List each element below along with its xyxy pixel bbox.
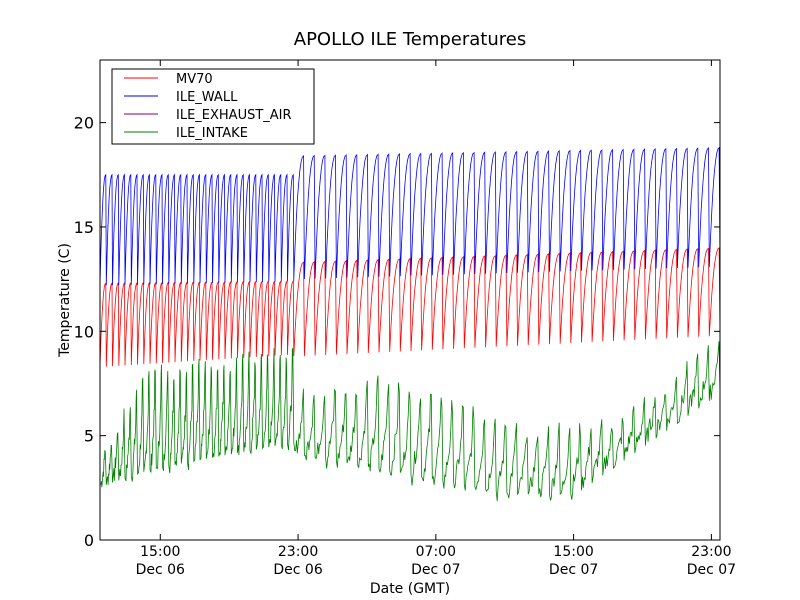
y-tick-label: 20	[74, 114, 94, 133]
plot-frame	[99, 59, 721, 541]
y-axis: 0 5 10 15 20	[74, 114, 720, 550]
y-axis-label: Temperature (C)	[57, 243, 73, 358]
series-line-ile-intake	[100, 341, 721, 502]
x-axis: 15:00 Dec 06 23:00 Dec 06 07:00 Dec 07 15:00 De…	[136, 60, 736, 578]
series-line-ile-wall	[99, 146, 721, 286]
x-tick-label-time: 23:00	[278, 544, 318, 560]
x-tick-label-date: Dec 07	[411, 562, 460, 578]
x-tick-label-time: 23:00	[691, 544, 731, 560]
x-tick-label-time: 15:00	[140, 544, 180, 560]
legend-label-3: ILE_INTAKE	[176, 126, 248, 141]
x-tick-label-time: 07:00	[416, 544, 456, 560]
chart-title: APOLLO ILE Temperatures	[294, 29, 526, 50]
series-line-mv70	[99, 247, 721, 367]
y-tick-label: 5	[84, 427, 94, 446]
x-tick-label-time: 15:00	[553, 544, 593, 560]
y-tick-label: 15	[74, 218, 94, 237]
x-axis-label: Date (GMT)	[370, 581, 450, 597]
x-tick-label-date: Dec 06	[136, 562, 185, 578]
y-tick-label: 0	[84, 531, 94, 550]
x-tick-label-date: Dec 07	[687, 562, 736, 578]
legend-label-1: ILE_WALL	[176, 90, 238, 105]
series-layer	[99, 146, 721, 502]
y-tick-label: 10	[74, 322, 94, 341]
x-tick-label-date: Dec 06	[273, 562, 322, 578]
x-tick-label-date: Dec 07	[549, 562, 598, 578]
legend-label-0: MV70	[176, 72, 213, 87]
legend-label-2: ILE_EXHAUST_AIR	[176, 108, 292, 123]
legend: MV70 ILE_WALL ILE_EXHAUST_AIR ILE_INTAKE	[111, 68, 315, 145]
